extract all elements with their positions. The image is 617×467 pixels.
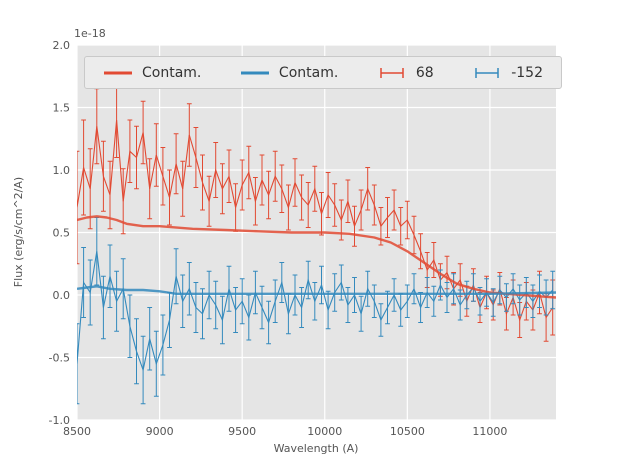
svg-text:0.0: 0.0	[53, 289, 71, 302]
y-axis-label: Flux (erg/s/cm^2/A)	[12, 177, 25, 287]
legend-label: 68	[415, 64, 434, 81]
blue-errorbar-icon	[475, 67, 499, 78]
svg-text:1.0: 1.0	[53, 164, 71, 177]
spectrum-line	[77, 251, 554, 373]
contam-line	[77, 215, 556, 299]
red-errorbar-icon	[380, 67, 404, 78]
red-line-icon	[104, 71, 132, 74]
legend: Contam. Contam. 68 -152	[84, 56, 562, 89]
blue-line-icon	[240, 71, 269, 74]
legend-entry-contam-red: Contam.	[103, 65, 201, 81]
legend-label: -152	[511, 64, 543, 81]
svg-text:-0.5: -0.5	[49, 352, 70, 365]
svg-text:1.5: 1.5	[53, 102, 71, 115]
svg-text:10000: 10000	[307, 425, 342, 438]
svg-text:0.5: 0.5	[53, 227, 71, 240]
legend-label: Contam.	[142, 64, 202, 81]
svg-text:10500: 10500	[390, 425, 425, 438]
x-axis-label: Wavelength (A)	[274, 442, 359, 455]
svg-text:-1.0: -1.0	[49, 414, 70, 427]
svg-text:8500: 8500	[63, 425, 91, 438]
legend-label: Contam.	[278, 64, 339, 81]
svg-text:11000: 11000	[472, 425, 507, 438]
contam-line	[77, 285, 556, 295]
legend-entry-minus152: -152	[472, 65, 543, 81]
svg-text:2.0: 2.0	[53, 39, 71, 52]
svg-text:9000: 9000	[146, 425, 174, 438]
tick-labels: 8500 9000 9500 10000 10500 11000 -1.0 -0.5 0.0 0.…	[49, 39, 508, 438]
plot-layer: 8500 9000 9500 10000 10500 11000 -1.0 -0.5 0.0 0.…	[49, 39, 556, 438]
legend-entry-68: 68	[377, 65, 434, 81]
series-layer	[77, 82, 556, 405]
y-axis-offset-text: 1e-18	[74, 27, 106, 40]
legend-entry-contam-blue: Contam.	[240, 65, 338, 81]
svg-text:9500: 9500	[228, 425, 256, 438]
